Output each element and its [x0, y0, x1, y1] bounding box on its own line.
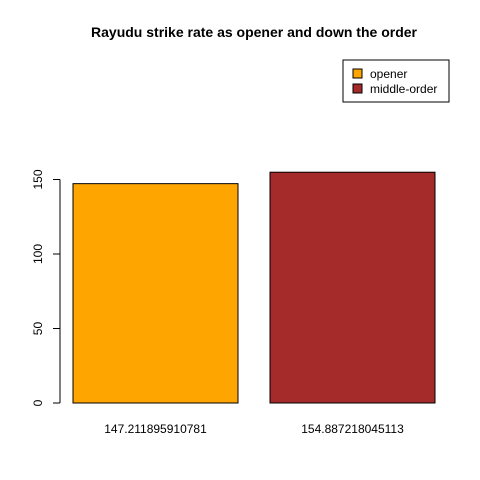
bars — [72, 171, 436, 404]
y-tick-label-0: 0 — [31, 399, 45, 406]
x-tick-label-1: 154.887218045113 — [301, 422, 404, 436]
y-axis: 0 50 100 150 — [31, 169, 61, 406]
chart-title: Rayudu strike rate as opener and down th… — [91, 24, 418, 40]
y-tick-label-1: 50 — [31, 322, 45, 336]
legend-box — [342, 59, 450, 103]
bar-0 — [72, 183, 239, 404]
x-tick-label-0: 147.211895910781 — [104, 422, 207, 436]
legend-swatch-0 — [352, 68, 363, 79]
legend-label-0: opener — [370, 67, 407, 81]
x-tick-labels: 147.211895910781 154.887218045113 — [104, 422, 404, 436]
legend-label-1: middle-order — [370, 82, 437, 96]
y-tick-label-2: 100 — [31, 244, 45, 264]
y-tick-label-3: 150 — [31, 169, 45, 189]
bar-1 — [269, 171, 436, 404]
legend-swatch-1 — [352, 83, 363, 94]
